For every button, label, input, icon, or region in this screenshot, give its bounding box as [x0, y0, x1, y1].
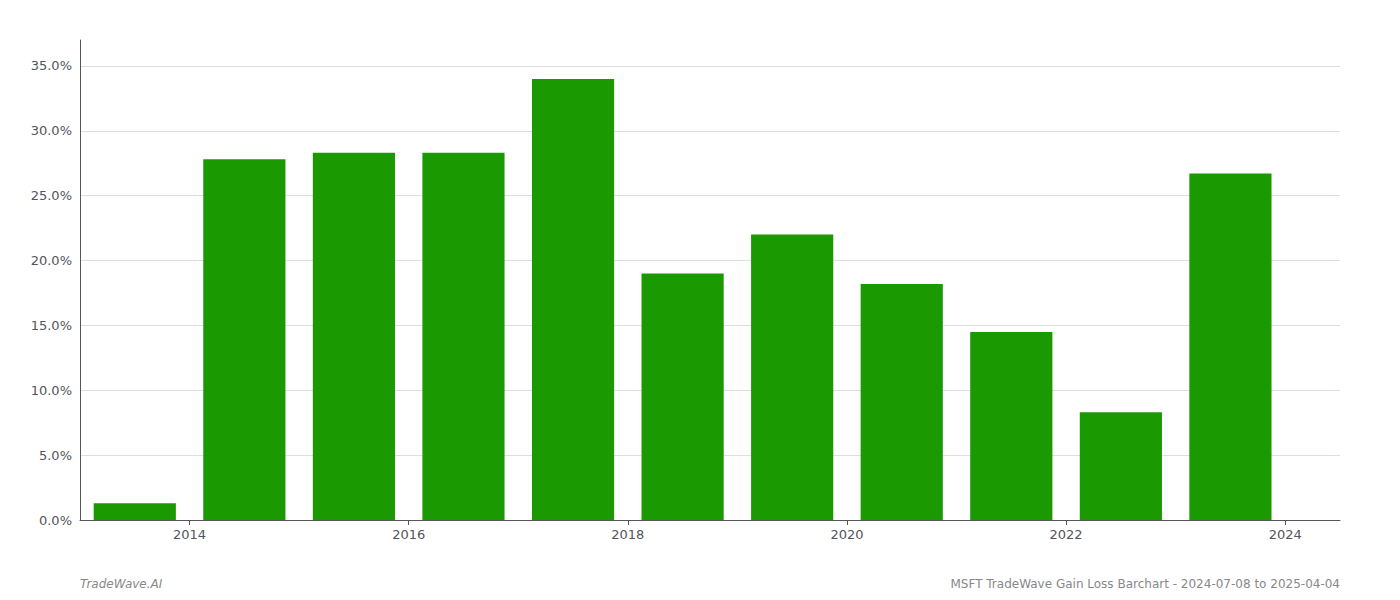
svg-text:25.0%: 25.0%: [31, 188, 72, 203]
svg-text:2020: 2020: [830, 527, 863, 542]
svg-text:0.0%: 0.0%: [39, 513, 72, 528]
svg-text:35.0%: 35.0%: [31, 58, 72, 73]
svg-text:2022: 2022: [1050, 527, 1083, 542]
svg-text:2018: 2018: [611, 527, 644, 542]
svg-text:TradeWave.AI: TradeWave.AI: [80, 577, 163, 591]
svg-text:20.0%: 20.0%: [31, 253, 72, 268]
svg-text:MSFT TradeWave Gain Loss Barch: MSFT TradeWave Gain Loss Barchart - 2024…: [950, 577, 1340, 591]
svg-text:2014: 2014: [173, 527, 206, 542]
svg-text:10.0%: 10.0%: [31, 383, 72, 398]
svg-text:2024: 2024: [1269, 527, 1302, 542]
svg-text:15.0%: 15.0%: [31, 318, 72, 333]
svg-text:2016: 2016: [392, 527, 425, 542]
svg-text:5.0%: 5.0%: [39, 448, 72, 463]
svg-text:30.0%: 30.0%: [31, 123, 72, 138]
